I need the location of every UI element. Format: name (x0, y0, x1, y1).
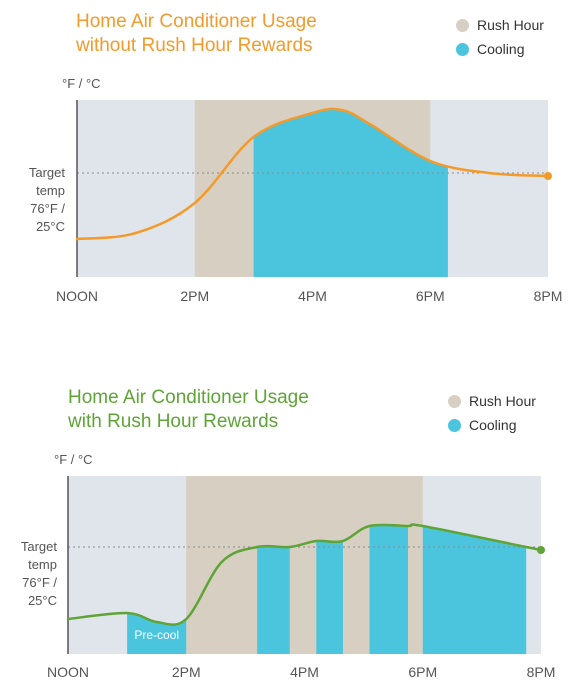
legend-label: Rush Hour (469, 393, 536, 409)
temperature-end-point (537, 546, 545, 554)
chart-plot: NOON 2PM 4PM 6PM 8PM (56, 100, 563, 304)
chart-with-rewards: Home Air Conditioner Usage with Rush Hou… (0, 376, 576, 692)
target-label-line: 25°C (27, 593, 57, 608)
legend: Rush Hour Cooling (448, 389, 536, 437)
chart-without-rewards: Home Air Conditioner Usage without Rush … (0, 0, 576, 320)
cooling-swatch-icon (456, 42, 469, 56)
chart-title-line-2: with Rush Hour Rewards (68, 411, 279, 432)
legend-label: Rush Hour (477, 17, 544, 33)
chart-title-line-1: Home Air Conditioner Usage (76, 11, 317, 32)
cooling-bar (369, 524, 408, 654)
legend-label: Cooling (477, 41, 525, 57)
x-tick-label: 2PM (180, 288, 209, 304)
cooling-bar (422, 524, 527, 654)
target-label-line: 25°C (35, 219, 65, 234)
chart-title-line-1: Home Air Conditioner Usage (68, 387, 309, 408)
chart-title-line-2: without Rush Hour Rewards (76, 35, 313, 56)
legend: Rush Hour Cooling (456, 13, 544, 61)
target-label-line: Target (28, 165, 65, 180)
x-tick-label: 6PM (408, 664, 437, 680)
target-temp-label: Target temp 76°F / 25°C (0, 538, 57, 610)
target-label-line: temp (36, 183, 65, 198)
temperature-end-point (544, 172, 552, 180)
y-axis-unit-label: °F / °C (54, 452, 93, 467)
temperature-line (66, 523, 543, 626)
chart-title: Home Air Conditioner Usage with Rush Hou… (68, 386, 309, 434)
legend-item-cooling: Cooling (448, 413, 536, 437)
legend-item-rush-hour: Rush Hour (456, 13, 544, 37)
target-label-line: 76°F / (30, 201, 65, 216)
x-tick-label: NOON (47, 664, 89, 680)
y-axis-unit-label: °F / °C (62, 76, 101, 91)
x-tick-label: 6PM (416, 288, 445, 304)
x-tick-label: 2PM (172, 664, 201, 680)
chart-plot: Pre-cool NOON 2PM 4PM 6PM 8PM (47, 476, 556, 680)
chart-title: Home Air Conditioner Usage without Rush … (76, 10, 317, 58)
x-tick-label: 8PM (534, 288, 563, 304)
x-tick-label: 4PM (290, 664, 319, 680)
rush-hour-swatch-icon (456, 18, 469, 32)
x-tick-label: 4PM (298, 288, 327, 304)
cooling-swatch-icon (448, 418, 461, 432)
x-tick-label: 8PM (527, 664, 556, 680)
legend-label: Cooling (469, 417, 517, 433)
target-label-line: Target (20, 539, 57, 554)
precool-label: Pre-cool (134, 628, 179, 642)
target-label-line: temp (28, 557, 57, 572)
cooling-bar (316, 524, 343, 654)
temperature-line (75, 107, 550, 241)
target-label-line: 76°F / (22, 575, 57, 590)
x-tick-label: NOON (56, 288, 98, 304)
rush-hour-swatch-icon (448, 394, 461, 408)
legend-item-cooling: Cooling (456, 37, 544, 61)
target-temp-label: Target temp 76°F / 25°C (5, 164, 65, 236)
legend-item-rush-hour: Rush Hour (448, 389, 536, 413)
